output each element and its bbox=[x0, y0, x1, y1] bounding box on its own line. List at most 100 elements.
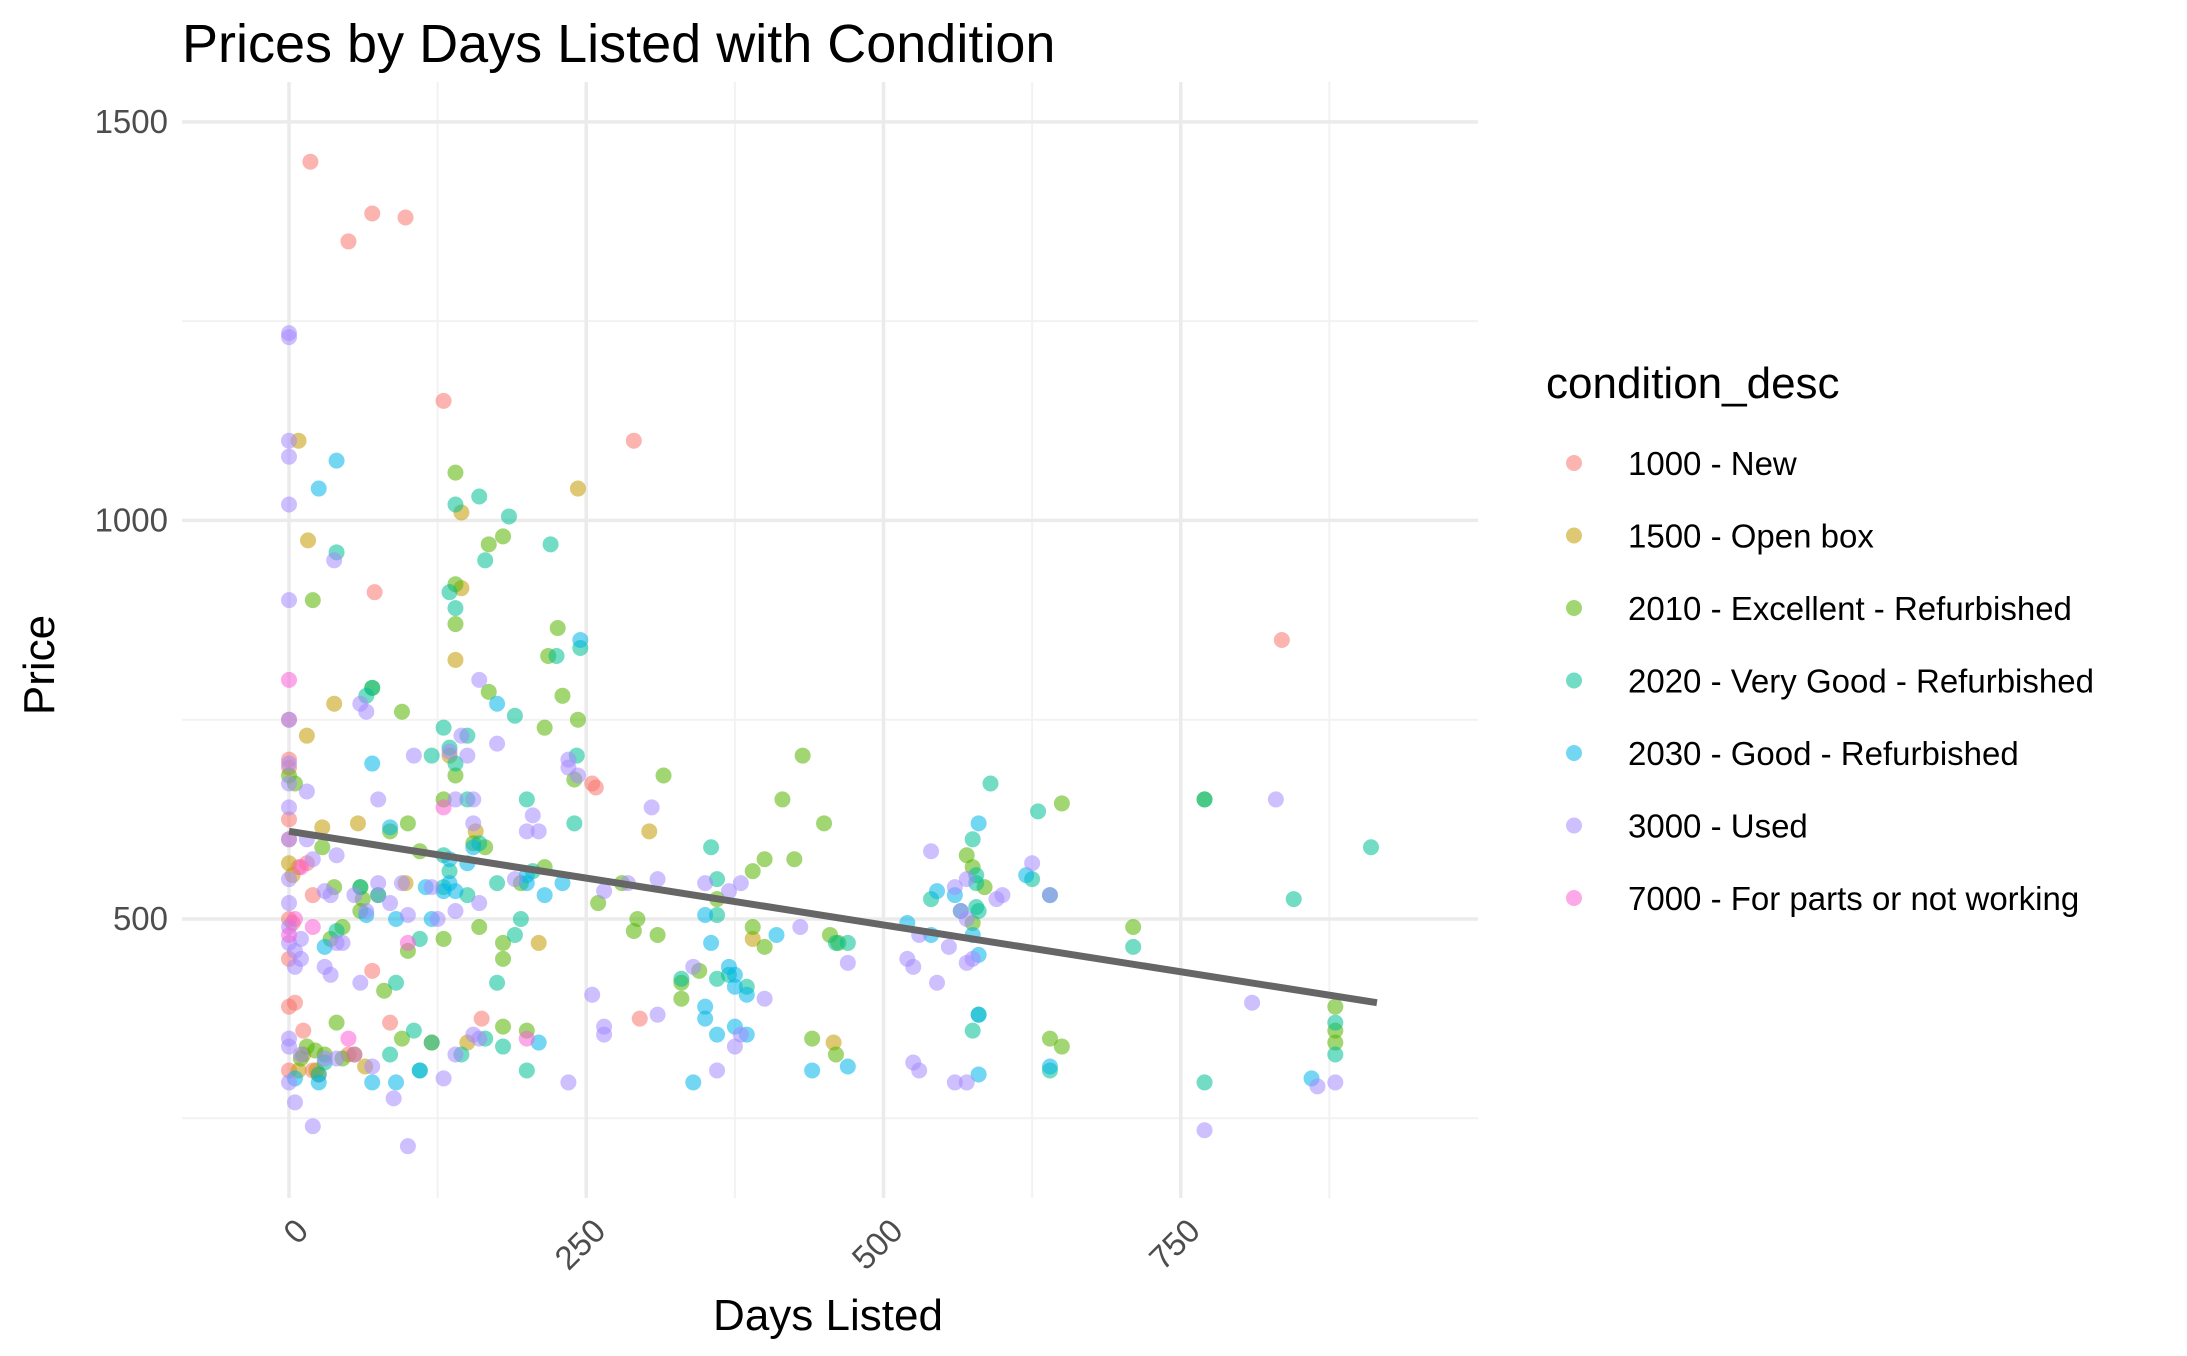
point-3000-used bbox=[471, 895, 488, 912]
point-2030-good-refurbished bbox=[726, 978, 743, 995]
point-2020-very-good-refurbished bbox=[447, 600, 464, 617]
point-3000-used bbox=[370, 791, 387, 808]
point-3000-used bbox=[352, 974, 369, 991]
point-2010-excellent-refurbished bbox=[590, 895, 607, 912]
point-2010-excellent-refurbished bbox=[495, 934, 512, 951]
point-3000-used bbox=[429, 911, 446, 927]
point-3000-used bbox=[649, 1006, 666, 1023]
point-3000-used bbox=[322, 966, 339, 983]
point-3000-used bbox=[281, 895, 298, 912]
point-2010-excellent-refurbished bbox=[569, 711, 586, 728]
point-3000-used bbox=[643, 799, 660, 816]
point-2010-excellent-refurbished bbox=[625, 922, 642, 939]
point-2020-very-good-refurbished bbox=[1196, 1074, 1213, 1091]
point-2010-excellent-refurbished bbox=[1327, 1034, 1344, 1051]
point-2030-good-refurbished bbox=[411, 1062, 428, 1079]
y-tick-label: 1000 bbox=[95, 501, 168, 538]
point-2020-very-good-refurbished bbox=[827, 934, 844, 951]
point-3000-used bbox=[304, 851, 321, 868]
point-2010-excellent-refurbished bbox=[756, 938, 773, 955]
point-3000-used bbox=[453, 727, 470, 744]
point-1000-new bbox=[397, 209, 414, 226]
point-2030-good-refurbished bbox=[364, 755, 381, 772]
point-2010-excellent-refurbished bbox=[744, 863, 761, 880]
point-3000-used bbox=[518, 823, 535, 840]
point-3000-used bbox=[447, 903, 464, 920]
point-2020-very-good-refurbished bbox=[441, 584, 458, 601]
point-3000-used bbox=[435, 1070, 452, 1087]
point-3000-used bbox=[298, 783, 315, 800]
point-2030-good-refurbished bbox=[709, 1026, 726, 1043]
point-2020-very-good-refurbished bbox=[447, 755, 464, 772]
point-2030-good-refurbished bbox=[447, 883, 464, 900]
legend-key bbox=[1566, 600, 1582, 616]
point-2020-very-good-refurbished bbox=[388, 974, 405, 991]
legend: 1000 - New 1500 - Open box 2010 - Excellen… bbox=[1566, 445, 2094, 917]
point-2010-excellent-refurbished bbox=[447, 464, 464, 481]
point-3000-used bbox=[958, 911, 975, 927]
point-2010-excellent-refurbished bbox=[1053, 1038, 1070, 1055]
point-3000-used bbox=[946, 1074, 963, 1091]
point-1000-new bbox=[435, 392, 452, 409]
point-1500-open-box bbox=[530, 934, 547, 951]
point-2010-excellent-refurbished bbox=[794, 747, 811, 764]
point-3000-used bbox=[281, 755, 298, 772]
point-2030-good-refurbished bbox=[703, 934, 720, 951]
point-2030-good-refurbished bbox=[768, 926, 785, 943]
point-2010-excellent-refurbished bbox=[649, 926, 666, 943]
point-3000-used bbox=[839, 954, 856, 971]
point-2020-very-good-refurbished bbox=[1285, 891, 1302, 908]
point-2020-very-good-refurbished bbox=[423, 747, 440, 764]
point-2020-very-good-refurbished bbox=[495, 1038, 512, 1055]
point-3000-used bbox=[292, 1046, 309, 1063]
point-2030-good-refurbished bbox=[572, 632, 589, 648]
point-3000-used bbox=[281, 432, 298, 449]
point-2020-very-good-refurbished bbox=[382, 1046, 399, 1063]
point-3000-used bbox=[596, 883, 613, 900]
legend-key bbox=[1566, 455, 1582, 471]
trend-line bbox=[288, 827, 1378, 1007]
point-3000-used bbox=[709, 1062, 726, 1079]
point-7000-for-parts-or-not-working bbox=[281, 671, 298, 688]
point-3000-used bbox=[905, 958, 922, 975]
point-1500-open-box bbox=[298, 727, 315, 744]
point-3000-used bbox=[281, 592, 298, 609]
point-7000-for-parts-or-not-working bbox=[281, 926, 298, 943]
point-3000-used bbox=[732, 1026, 749, 1043]
point-3000-used bbox=[756, 990, 773, 1007]
point-2020-very-good-refurbished bbox=[1030, 803, 1047, 820]
point-2010-excellent-refurbished bbox=[655, 767, 672, 784]
point-3000-used bbox=[911, 1062, 928, 1079]
point-2010-excellent-refurbished bbox=[1053, 795, 1070, 812]
point-1000-new bbox=[1273, 632, 1290, 648]
point-3000-used bbox=[281, 448, 298, 465]
point-2030-good-refurbished bbox=[726, 966, 743, 983]
point-3000-used bbox=[459, 747, 476, 764]
point-2030-good-refurbished bbox=[364, 1074, 381, 1091]
point-7000-for-parts-or-not-working bbox=[346, 1046, 363, 1063]
point-2030-good-refurbished bbox=[970, 1066, 987, 1083]
point-2020-very-good-refurbished bbox=[471, 488, 488, 505]
point-3000-used bbox=[471, 671, 488, 688]
point-3000-used bbox=[399, 907, 416, 924]
point-3000-used bbox=[569, 767, 586, 784]
legend-key bbox=[1566, 745, 1582, 761]
point-3000-used bbox=[370, 875, 387, 892]
legend-key bbox=[1566, 672, 1582, 689]
y-axis-title: Price bbox=[15, 615, 64, 715]
point-3000-used bbox=[364, 1058, 381, 1075]
point-3000-used bbox=[423, 879, 440, 896]
legend-label: 3000 - Used bbox=[1628, 808, 1808, 845]
point-3000-used bbox=[489, 735, 506, 752]
point-2020-very-good-refurbished bbox=[506, 926, 523, 943]
point-1000-new bbox=[281, 811, 298, 828]
point-2010-excellent-refurbished bbox=[1041, 1030, 1058, 1047]
point-3000-used bbox=[281, 329, 298, 346]
point-2020-very-good-refurbished bbox=[518, 791, 535, 808]
point-3000-used bbox=[292, 950, 309, 967]
point-2010-excellent-refurbished bbox=[816, 815, 833, 832]
point-7000-for-parts-or-not-working bbox=[435, 799, 452, 816]
point-2030-good-refurbished bbox=[970, 1006, 987, 1023]
point-3000-used bbox=[326, 552, 343, 569]
